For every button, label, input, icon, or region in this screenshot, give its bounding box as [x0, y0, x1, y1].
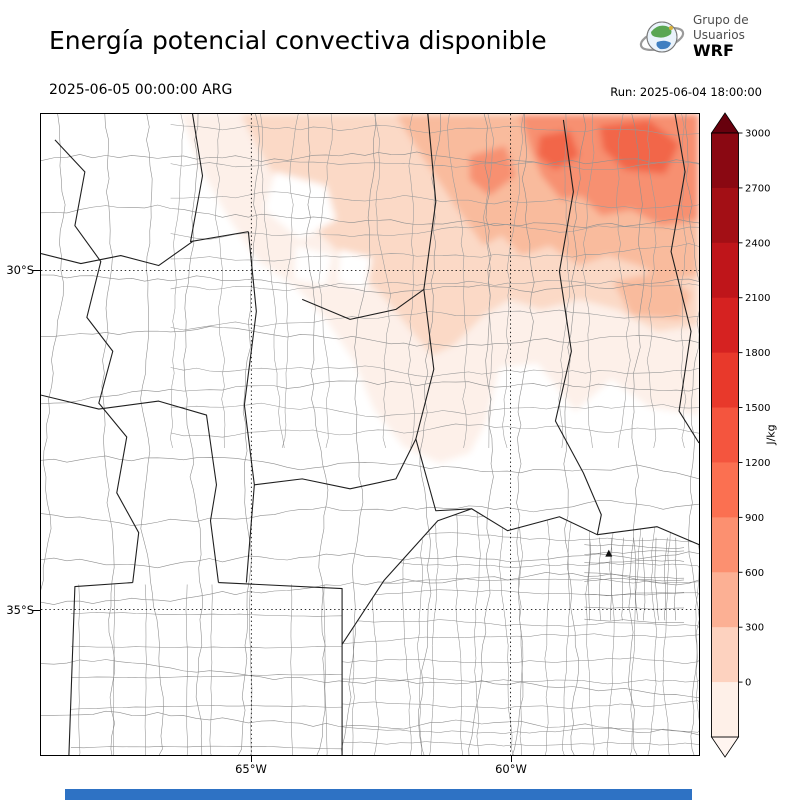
wrf-logo: Grupo de Usuarios WRF	[638, 13, 749, 61]
axis-tick-30s	[33, 270, 40, 271]
valid-time: 2025-06-05 00:00:00 ARG	[49, 82, 233, 98]
logo-line2: Usuarios	[693, 27, 745, 42]
svg-text:1500: 1500	[745, 403, 770, 414]
logo-text: Grupo de Usuarios WRF	[693, 13, 749, 60]
page-title: Energía potencial convectiva disponible	[49, 26, 547, 55]
lon-label-65w: 65°W	[235, 762, 267, 776]
svg-text:1800: 1800	[745, 348, 770, 359]
department-boundaries-buenosaires	[342, 508, 699, 755]
svg-text:3000: 3000	[745, 129, 770, 140]
logo-line3: WRF	[693, 40, 734, 60]
city-marker-icon	[605, 549, 613, 557]
axis-tick-65w	[251, 756, 252, 762]
svg-text:600: 600	[745, 568, 764, 579]
map-plot	[40, 113, 700, 756]
department-boundaries-amba	[584, 537, 685, 623]
map-canvas	[41, 114, 699, 755]
department-boundaries-north	[170, 114, 699, 449]
globe-icon	[639, 21, 685, 53]
lon-label-60w: 60°W	[495, 762, 527, 776]
svg-text:2100: 2100	[745, 293, 770, 304]
svg-text:0: 0	[745, 678, 751, 689]
svg-text:900: 900	[745, 513, 764, 524]
department-boundaries-lapampa	[70, 584, 343, 755]
axis-tick-35s	[33, 610, 40, 611]
logo-line1: Grupo de	[693, 13, 749, 28]
svg-text:2400: 2400	[745, 238, 770, 249]
colorbar-unit-label: J/kg	[764, 424, 778, 445]
run-time: Run: 2025-06-04 18:00:00	[610, 85, 762, 99]
svg-text:2700: 2700	[745, 183, 770, 194]
axis-tick-60w	[511, 756, 512, 762]
lat-label-35s: 35°S	[6, 603, 34, 617]
footer-bar	[65, 789, 692, 800]
province-boundaries	[41, 114, 699, 755]
svg-text:300: 300	[745, 623, 764, 634]
svg-text:1200: 1200	[745, 458, 770, 469]
department-boundaries	[41, 114, 699, 755]
lat-label-30s: 30°S	[6, 263, 34, 277]
graticule-gridlines	[41, 114, 699, 755]
